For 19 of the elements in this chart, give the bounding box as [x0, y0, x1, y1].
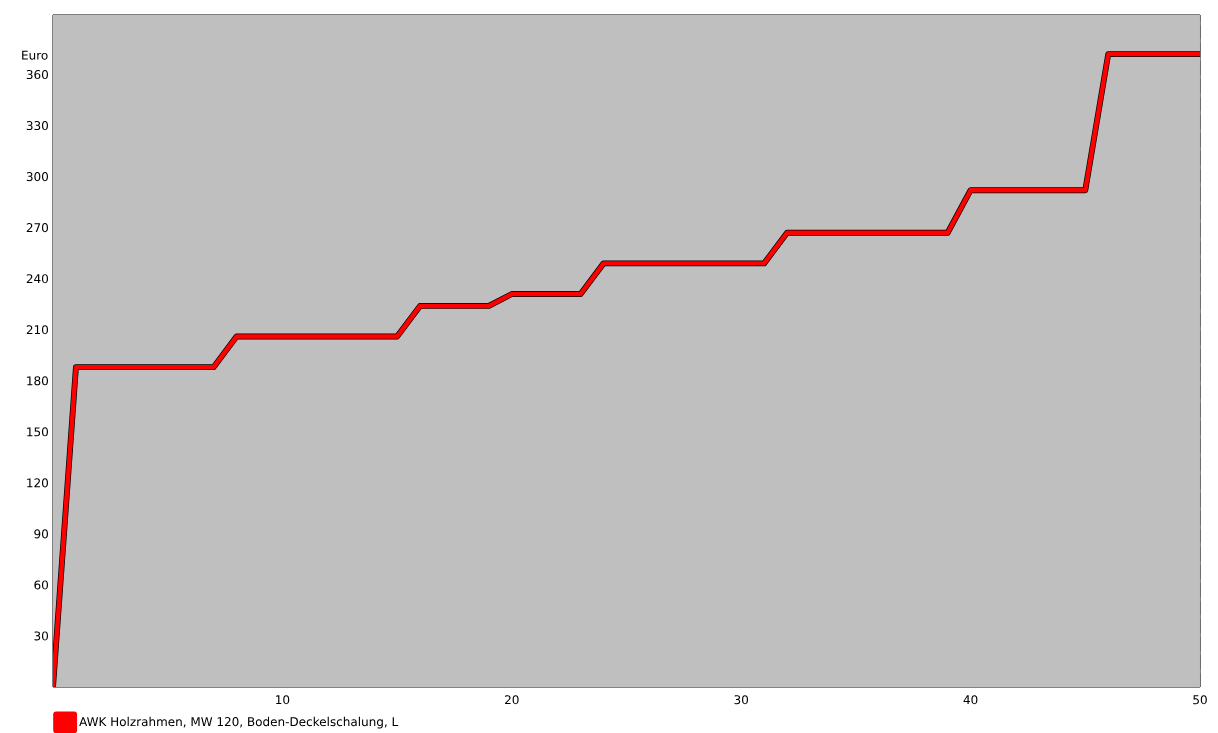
y-tick-label: 210 [26, 325, 48, 335]
x-tick-label: 10 [276, 695, 290, 705]
x-tick-label: 40 [963, 695, 978, 705]
y-tick-label: 300 [26, 172, 48, 182]
y-tick-label: 30 [34, 631, 49, 641]
legend-label: AWK Holzrahmen, MW 120, Boden-Deckelschalung, L [79, 716, 399, 729]
y-tick-label: 90 [34, 529, 49, 539]
y-axis-title: Euro [22, 50, 48, 60]
y-tick-label: 330 [26, 121, 48, 131]
x-tick-label: 50 [1193, 695, 1207, 705]
x-tick-label: 20 [505, 695, 519, 705]
y-tick-label: 150 [27, 427, 48, 437]
y-tick-label: 180 [27, 376, 48, 386]
x-tick-label: 30 [734, 695, 749, 705]
y-tick-label: 270 [26, 223, 48, 233]
y-tick-label: 240 [26, 274, 48, 284]
y-tick-label: 60 [34, 580, 49, 590]
y-tick-label: 120 [27, 478, 48, 488]
y-tick-label: 360 [26, 70, 48, 80]
